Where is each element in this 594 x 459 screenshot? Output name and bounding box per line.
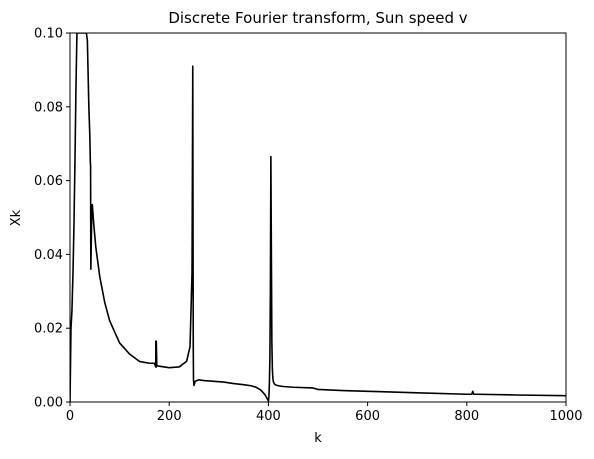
y-tick-label: 0.06 bbox=[34, 174, 63, 189]
chart-title: Discrete Fourier transform, Sun speed v bbox=[168, 9, 467, 27]
y-tick-label: 0.10 bbox=[34, 27, 63, 42]
x-tick-label: 1000 bbox=[549, 409, 582, 424]
x-axis: 0 200 400 600 800 1000 bbox=[66, 402, 583, 424]
y-tick-label: 0.04 bbox=[34, 248, 63, 263]
x-tick-label: 400 bbox=[256, 409, 281, 424]
plot-frame bbox=[69, 32, 567, 403]
y-tick-label: 0.08 bbox=[34, 100, 63, 115]
x-tick-label: 600 bbox=[355, 409, 380, 424]
y-tick-label: 0.00 bbox=[34, 396, 63, 411]
x-tick-label: 0 bbox=[66, 409, 74, 424]
y-axis: 0.00 0.02 0.04 0.06 0.08 0.10 bbox=[34, 27, 70, 411]
x-tick-label: 800 bbox=[454, 409, 479, 424]
x-axis-label: k bbox=[314, 431, 322, 446]
series-line bbox=[70, 33, 566, 402]
y-tick-label: 0.02 bbox=[34, 322, 63, 337]
x-tick-label: 200 bbox=[157, 409, 182, 424]
y-axis-label: Xk bbox=[9, 209, 24, 226]
